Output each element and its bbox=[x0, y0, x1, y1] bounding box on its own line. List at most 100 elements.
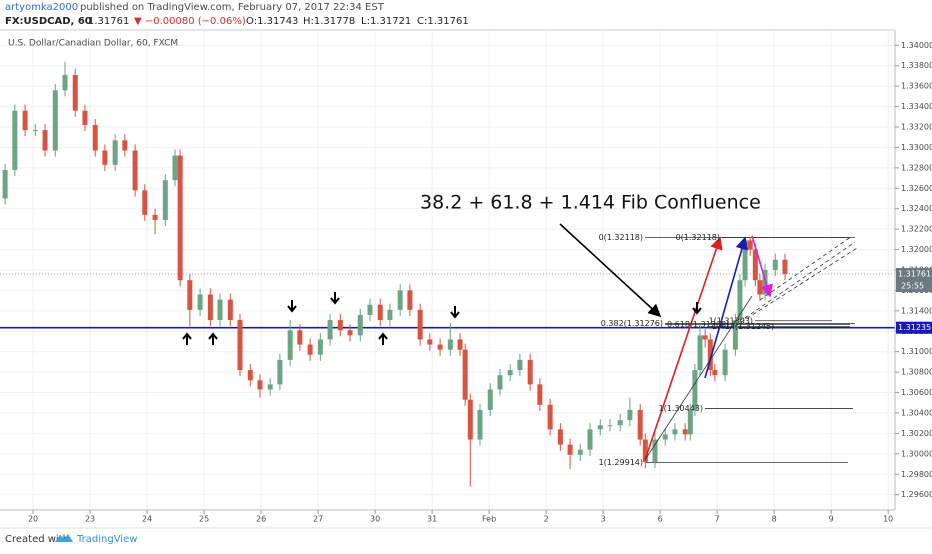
candle-body bbox=[297, 330, 303, 345]
y-tick-label: 1.30200 bbox=[901, 429, 932, 438]
candle-body bbox=[752, 249, 758, 281]
candle-body bbox=[197, 294, 203, 310]
candle-body bbox=[662, 434, 668, 440]
candle-body bbox=[782, 259, 788, 275]
trend-line bbox=[644, 295, 753, 461]
price-label: 1.31761 bbox=[898, 269, 931, 278]
candle-body bbox=[287, 330, 293, 360]
trend-arrow bbox=[644, 236, 723, 461]
annotation-arrow bbox=[559, 223, 662, 318]
y-tick-label: 1.30800 bbox=[901, 368, 932, 377]
ohlc-close: C:1.31761 bbox=[417, 16, 469, 27]
y-tick-label: 1.30600 bbox=[901, 388, 932, 397]
candle-body bbox=[747, 240, 753, 250]
candle-body bbox=[757, 280, 763, 295]
candle-body bbox=[92, 124, 98, 151]
x-tick-label: 2 bbox=[544, 515, 549, 524]
y-tick-label: 1.33000 bbox=[901, 143, 932, 152]
candle-body bbox=[547, 404, 553, 430]
symbol: FX:USDCAD, 60 bbox=[5, 16, 92, 27]
ohlc-high: H:1.31778 bbox=[303, 16, 355, 27]
candle-body bbox=[237, 320, 243, 371]
candle-body bbox=[247, 370, 253, 381]
candle-body bbox=[42, 130, 48, 151]
fib-label: 0(1.32118) bbox=[676, 233, 720, 242]
fib-label: 1.414(1.31245) bbox=[712, 322, 774, 331]
grid bbox=[0, 30, 895, 510]
y-tick-label: 1.34000 bbox=[901, 41, 932, 50]
candle-body bbox=[307, 344, 313, 355]
fib-label: 0.618(1.31268) bbox=[667, 320, 729, 329]
candle-body bbox=[742, 240, 748, 281]
candle-body bbox=[112, 140, 118, 165]
footer-text: Created with bbox=[5, 534, 69, 545]
y-tick-label: 1.33800 bbox=[901, 61, 932, 70]
x-tick-label: 31 bbox=[427, 515, 437, 524]
y-tick-label: 1.29600 bbox=[901, 490, 932, 499]
y-tick-label: 1.29800 bbox=[901, 470, 932, 479]
channel-line bbox=[734, 247, 858, 327]
candle-body bbox=[62, 74, 68, 91]
fib-label: 1(1.29914) bbox=[599, 458, 643, 467]
candle-body bbox=[772, 259, 778, 270]
x-tick-label: 10 bbox=[883, 515, 893, 524]
candle-body bbox=[82, 110, 88, 125]
up-arrow bbox=[182, 332, 192, 345]
down-arrow bbox=[450, 306, 460, 319]
trend-arrow bbox=[751, 235, 773, 298]
candle-body bbox=[637, 409, 643, 440]
y-tick-label: 1.32200 bbox=[901, 225, 932, 234]
up-arrow bbox=[208, 332, 218, 345]
candle-body bbox=[317, 339, 323, 355]
price-label-box bbox=[896, 321, 932, 334]
ohlc-open: O:1.31743 bbox=[246, 16, 298, 27]
candle-body bbox=[507, 370, 513, 376]
candle-body bbox=[32, 130, 38, 132]
countdown: 25:55 bbox=[901, 281, 924, 290]
candle-body bbox=[642, 439, 648, 462]
footer-brand[interactable]: TradingView bbox=[76, 534, 137, 545]
candle-body bbox=[487, 389, 493, 410]
candle-body bbox=[497, 375, 503, 390]
candle-body bbox=[277, 359, 283, 385]
candle-body bbox=[347, 330, 353, 336]
y-tick-label: 1.30000 bbox=[901, 449, 932, 458]
candle-body bbox=[152, 214, 158, 220]
candle-body bbox=[367, 304, 373, 315]
candle-body bbox=[587, 429, 593, 450]
author[interactable]: artyomka2000 bbox=[5, 2, 78, 13]
chart-title: U.S. Dollar/Canadian Dollar, 60, FXCM bbox=[8, 39, 178, 49]
candle-body bbox=[337, 320, 343, 331]
candle-body bbox=[122, 140, 128, 151]
price-label-box bbox=[896, 267, 932, 292]
ohlc-low: L:1.31721 bbox=[361, 16, 411, 27]
price-label: 1.31235 bbox=[898, 323, 931, 332]
candle-body bbox=[12, 110, 18, 170]
candle-body bbox=[417, 309, 423, 340]
candle-body bbox=[177, 155, 183, 281]
last: 1.31761 bbox=[88, 16, 129, 27]
x-tick-label: 27 bbox=[313, 515, 323, 524]
candle-body bbox=[377, 304, 383, 321]
y-tick-label: 1.31400 bbox=[901, 306, 932, 315]
change: ▼ −0.00080 (−0.06%) bbox=[134, 16, 246, 27]
candle-body bbox=[597, 425, 603, 430]
down-arrow bbox=[330, 292, 340, 305]
candle-body bbox=[187, 280, 193, 310]
candle-body bbox=[52, 90, 58, 151]
candle-body bbox=[257, 380, 263, 390]
x-tick-label: 7 bbox=[715, 515, 720, 524]
y-tick-label: 1.33200 bbox=[901, 123, 932, 132]
logo bbox=[55, 534, 73, 542]
down-arrow bbox=[692, 302, 702, 315]
y-tick-label: 1.30400 bbox=[901, 408, 932, 417]
x-tick-label: 25 bbox=[199, 515, 209, 524]
candle-body bbox=[607, 425, 613, 427]
candle-body bbox=[327, 320, 333, 340]
candle-body bbox=[397, 290, 403, 310]
candle-body bbox=[737, 280, 743, 321]
published: published on TradingView.com, February 0… bbox=[80, 2, 385, 13]
candle-body bbox=[447, 339, 453, 350]
